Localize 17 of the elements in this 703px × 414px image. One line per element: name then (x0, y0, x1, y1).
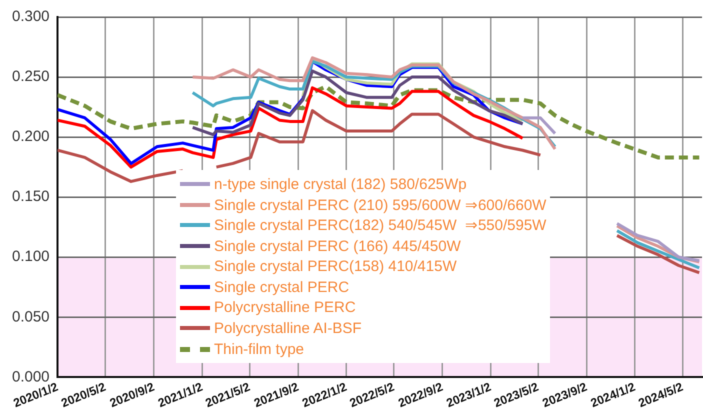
legend-label: Polycrystalline PERC (214, 299, 356, 316)
y-tick-label: 0.300 (12, 8, 50, 26)
legend-label: Single crystal PERC(158) 410/415W (214, 258, 457, 276)
y-tick-label: 0.000 (12, 368, 50, 386)
y-tick-label: 0.150 (12, 188, 50, 206)
legend-label: Single crystal PERC(182) 540/545W ⇒550/595W (214, 216, 546, 234)
legend-label: Polycrystalline AI-BSF (214, 320, 362, 337)
y-tick-label: 0.100 (12, 248, 50, 266)
legend-label: Single crystal PERC (214, 278, 350, 296)
legend-label: Single crystal PERC (210) 595/600W ⇒600/660W (214, 196, 546, 214)
legend-label: Thin-film type (214, 340, 304, 358)
y-tick-label: 0.250 (12, 68, 50, 86)
line-series (58, 84, 702, 160)
y-tick-label: 0.050 (12, 308, 50, 326)
legend-label: n-type single crystal (182) 580/625Wp (214, 176, 467, 193)
y-tick-label: 0.200 (12, 128, 50, 146)
legend-label: Single crystal PERC (166) 445/450W (214, 238, 461, 255)
